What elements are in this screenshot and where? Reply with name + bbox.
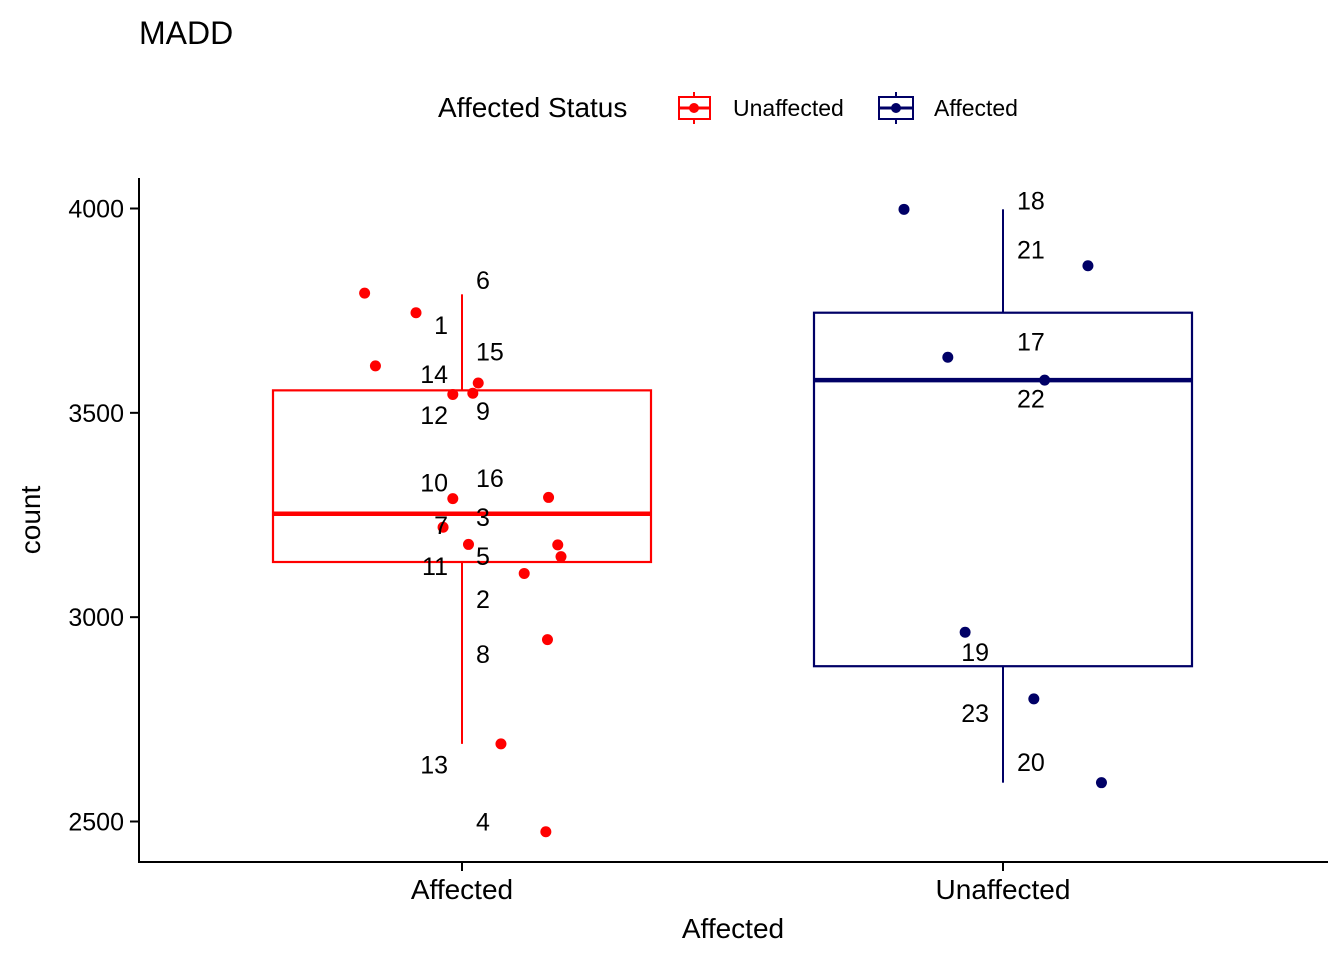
y-axis-ticks: 2500 3000 3500 4000	[68, 196, 139, 837]
data-point	[447, 493, 459, 505]
x-axis-label: Affected	[682, 913, 784, 944]
y-axis-label: count	[15, 486, 46, 555]
data-point	[359, 287, 371, 299]
point-label: 11	[422, 553, 448, 581]
box-affected	[271, 294, 653, 744]
point-label: 5	[476, 543, 490, 571]
data-point	[1039, 374, 1051, 386]
y-tick-label: 2500	[68, 809, 124, 837]
point-label: 20	[1017, 749, 1045, 777]
point-label: 18	[1017, 187, 1045, 215]
box-iqr	[271, 389, 653, 564]
point-label: 8	[476, 641, 490, 669]
point-label: 13	[420, 751, 448, 779]
point-label: 6	[476, 267, 490, 295]
point-label: 16	[476, 465, 504, 493]
point-label: 1	[434, 312, 448, 340]
point-label: 15	[476, 339, 504, 367]
data-point	[447, 388, 459, 400]
x-tick-label: Unaffected	[936, 874, 1071, 905]
data-point	[1095, 777, 1107, 789]
point-label: 12	[420, 402, 448, 430]
point-label: 17	[1017, 328, 1045, 356]
data-point	[518, 567, 530, 579]
chart-title: MADD	[139, 15, 233, 51]
box-iqr	[812, 311, 1194, 668]
point-label: 22	[1017, 386, 1045, 414]
data-point	[467, 387, 479, 399]
point-label: 14	[420, 361, 448, 389]
data-point	[410, 307, 422, 319]
data-point	[541, 634, 553, 646]
data-point	[543, 491, 555, 503]
point-label: 21	[1017, 236, 1045, 264]
point-label: 4	[476, 809, 490, 837]
legend-key-unaffected	[678, 92, 711, 124]
data-point	[369, 360, 381, 372]
point-label: 10	[420, 469, 448, 497]
point-label: 7	[434, 512, 448, 540]
data-point	[942, 351, 954, 363]
legend-title: Affected Status	[438, 92, 627, 123]
x-axis-ticks: Affected Unaffected	[411, 862, 1071, 905]
data-point	[495, 738, 507, 750]
point-label: 19	[961, 639, 989, 667]
legend-label-affected: Affected	[934, 95, 1018, 121]
y-tick-label: 3000	[68, 604, 124, 632]
y-tick-label: 3500	[68, 400, 124, 428]
data-point	[898, 203, 910, 215]
data-point	[462, 538, 474, 550]
data-point	[555, 551, 567, 563]
legend-label-unaffected: Unaffected	[733, 95, 844, 121]
data-point	[540, 826, 552, 838]
data-point	[552, 539, 564, 551]
point-label: 9	[476, 398, 490, 426]
point-label: 2	[476, 586, 490, 614]
data-point	[1082, 260, 1094, 272]
data-point	[472, 377, 484, 389]
point-label: 3	[476, 504, 490, 532]
box-unaffected	[812, 209, 1194, 783]
legend: Affected Status Unaffected Affected	[438, 92, 1018, 124]
data-point	[959, 626, 971, 638]
y-tick-label: 4000	[68, 196, 124, 224]
data-point	[1028, 693, 1040, 705]
x-tick-label: Affected	[411, 874, 513, 905]
legend-key-affected	[878, 92, 914, 124]
data-point	[437, 521, 449, 533]
point-label: 23	[961, 700, 989, 728]
